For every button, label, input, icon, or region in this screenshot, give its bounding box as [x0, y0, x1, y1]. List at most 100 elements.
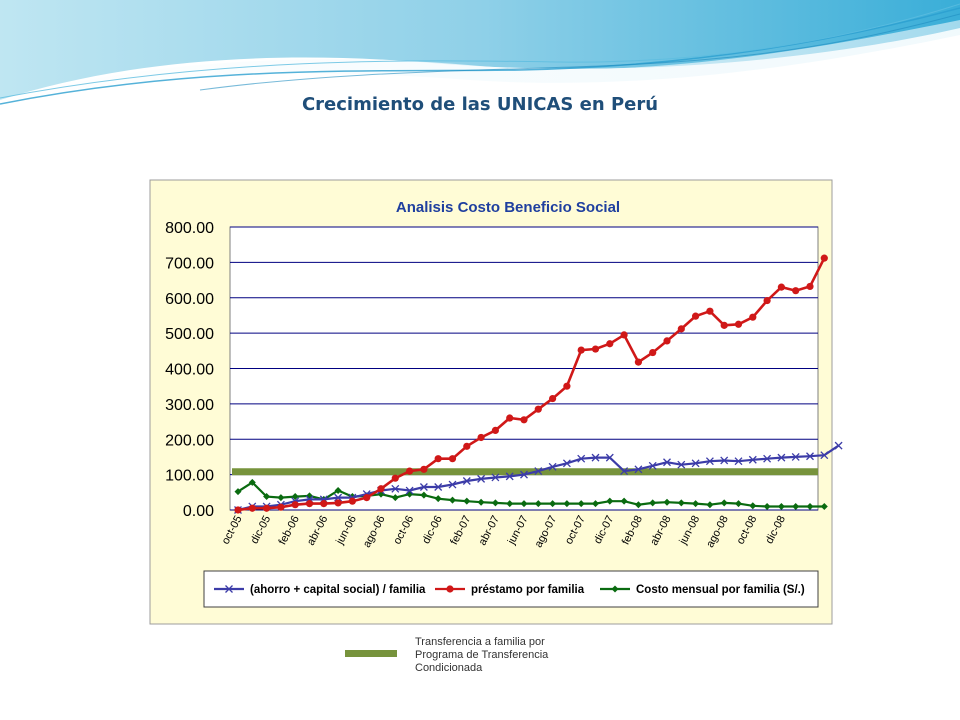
costo-point [420, 491, 428, 499]
ahorro-legend-label: (ahorro + capital social) / familia [250, 584, 426, 596]
costo-point [449, 496, 456, 504]
costo-point [506, 500, 514, 508]
ahorro-point [605, 453, 614, 462]
prestamo-point [263, 504, 271, 512]
prestamo-point [277, 503, 285, 511]
prestamo-point [377, 485, 385, 493]
costo-point [434, 495, 442, 503]
ahorro-point [520, 470, 528, 479]
prestamo-point [820, 254, 828, 262]
wave-line-3 [199, 13, 960, 91]
y-tick-label: 600.00 [165, 291, 214, 308]
prestamo-point [663, 337, 671, 345]
ahorro-legend-marker [225, 585, 233, 593]
costo-point [663, 498, 671, 506]
legend-box [203, 570, 819, 608]
prestamo-point [749, 313, 757, 321]
costo-point [677, 499, 685, 507]
prestamo-point [248, 504, 256, 512]
prestamo-point [634, 358, 643, 366]
prestamo-point [706, 307, 714, 315]
prestamo-point [334, 499, 342, 507]
transferencia-legend-swatch [345, 650, 397, 657]
prestamo-point [549, 394, 557, 403]
wave-line-1 [0, 7, 960, 105]
ahorro-point [720, 456, 729, 465]
wave-band [0, 20, 960, 104]
prestamo-point [649, 348, 657, 357]
costo-point [463, 497, 471, 505]
costo-point [749, 502, 757, 510]
ahorro-point [548, 462, 557, 471]
costo-point [692, 500, 700, 508]
prestamo-point [692, 312, 700, 320]
prestamo-legend-marker [446, 585, 454, 593]
costo-point [720, 499, 728, 507]
costo-point [248, 478, 256, 486]
ahorro-point [705, 457, 714, 466]
costo-point [291, 493, 299, 501]
costo-point [563, 500, 571, 508]
costo-point [735, 500, 742, 508]
ahorro-point [591, 453, 600, 462]
costo-point [763, 502, 771, 510]
prestamo-point [777, 283, 786, 291]
prestamo-point [491, 426, 499, 435]
prestamo-point [234, 506, 242, 514]
prestamo-point [734, 320, 743, 328]
ahorro-point [663, 458, 671, 467]
costo-point [520, 500, 528, 508]
prestamo-legend-label: préstamo por familia [471, 584, 585, 596]
costo-point [549, 500, 557, 508]
costo-point [806, 502, 814, 510]
prestamo-point [363, 494, 371, 502]
ahorro-point [834, 441, 843, 450]
costo-legend-marker [611, 585, 619, 593]
prestamo-point [806, 282, 814, 291]
ahorro-point [763, 454, 772, 463]
costo-point [792, 502, 800, 510]
costo-point [777, 502, 785, 510]
prestamo-point [391, 474, 399, 482]
prestamo-point [348, 497, 356, 505]
costo-point [234, 488, 242, 496]
costo-point [391, 494, 399, 502]
prestamo-point [420, 465, 428, 473]
costo-point [592, 500, 599, 508]
ahorro-point [434, 483, 443, 491]
ahorro-point [620, 467, 629, 476]
costo-point [634, 501, 642, 509]
costo-point [534, 500, 542, 508]
prestamo-point [577, 346, 585, 354]
ahorro-point [405, 486, 414, 495]
ahorro-point [462, 477, 471, 485]
ahorro-point [448, 480, 457, 489]
y-tick-label: 300.00 [165, 397, 214, 414]
y-tick-label: 800.00 [165, 220, 214, 237]
y-tick-label: 700.00 [165, 255, 214, 272]
costo-point [620, 497, 628, 505]
prestamo-point [406, 467, 414, 475]
transferencia-legend-label: Transferencia a familia por Programa de … [415, 636, 549, 674]
header-waves [0, 0, 960, 105]
costo-point [820, 502, 828, 510]
prestamo-point [591, 345, 600, 353]
costo-point [491, 499, 499, 507]
prestamo-point [606, 340, 614, 348]
wave-line-2 [0, 3, 960, 99]
costo-point [649, 499, 657, 507]
wave-top [0, 0, 960, 100]
ahorro-point [648, 461, 657, 470]
prestamo-point [448, 455, 457, 463]
costo-point [706, 501, 714, 509]
prestamo-point [291, 501, 299, 509]
prestamo-point [563, 382, 571, 390]
y-tick-label: 0.00 [183, 503, 214, 520]
costo-point [334, 487, 342, 495]
prestamo-point [792, 287, 800, 295]
chart-title: Analisis Costo Beneficio Social [396, 199, 620, 216]
prestamo-point [434, 455, 442, 463]
ahorro-point [734, 457, 743, 466]
ahorro-point [419, 483, 428, 491]
costo-legend-label: Costo mensual por familia (S/.) [636, 584, 805, 596]
